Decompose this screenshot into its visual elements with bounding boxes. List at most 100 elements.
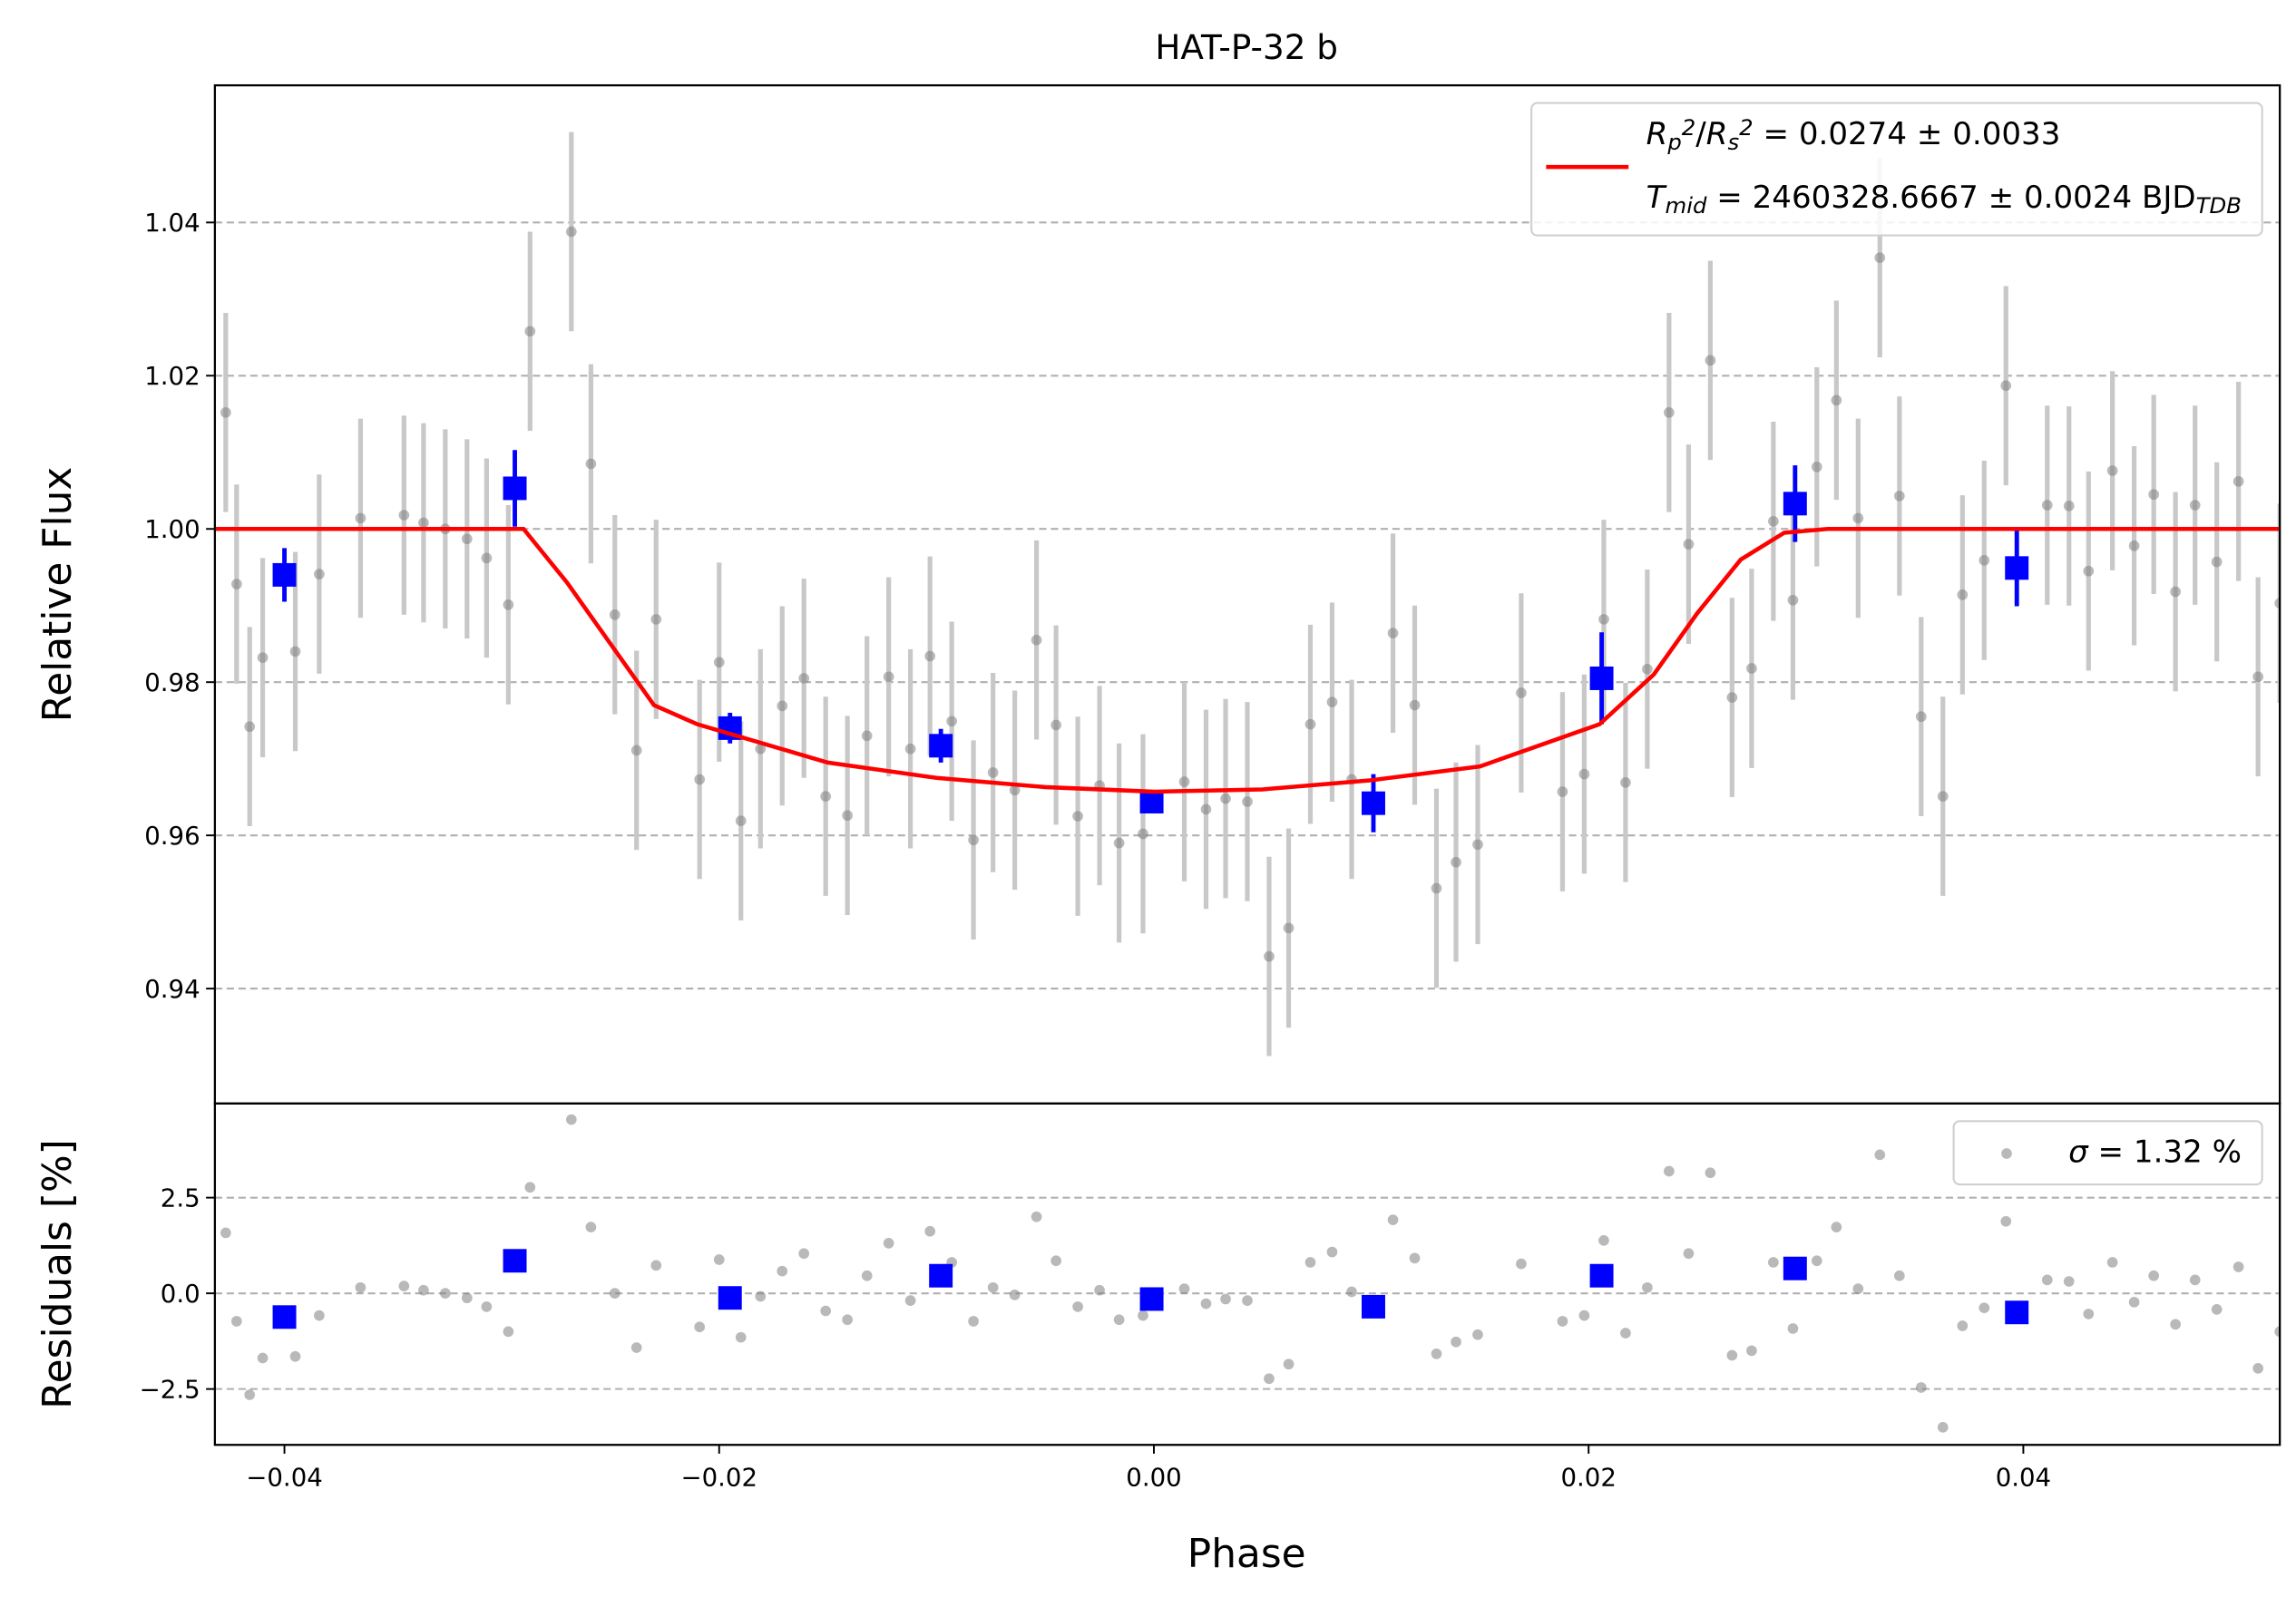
- data-point: [1242, 1295, 1253, 1306]
- binned-point: [2005, 1300, 2029, 1325]
- data-point: [1387, 1214, 1399, 1225]
- x-axis-label: Phase: [1187, 1531, 1306, 1577]
- data-point: [1937, 1421, 1949, 1433]
- data-point: [1852, 1283, 1864, 1294]
- data-point: [1472, 839, 1483, 851]
- legend-text: R: [1706, 116, 1728, 152]
- data-point: [1200, 803, 1212, 815]
- data-point: [2063, 1276, 2075, 1287]
- data-point: [904, 743, 916, 755]
- data-point: [1957, 1320, 1969, 1331]
- data-point: [968, 834, 979, 846]
- data-point: [650, 614, 662, 625]
- data-point: [1264, 1373, 1275, 1385]
- binned-point: [1139, 790, 1164, 813]
- data-point: [1050, 1255, 1062, 1267]
- data-point: [2148, 489, 2160, 501]
- data-point: [1811, 461, 1822, 472]
- data-point: [1915, 1382, 1927, 1393]
- legend-text: σ: [2068, 1134, 2089, 1171]
- data-point: [1138, 828, 1148, 840]
- data-point: [1113, 1314, 1125, 1326]
- data-point: [1831, 1222, 1842, 1232]
- data-point: [1978, 555, 1990, 566]
- data-point: [1787, 1323, 1799, 1334]
- data-point: [1852, 512, 1864, 524]
- axes-frame: [213, 1102, 2281, 1446]
- data-point: [2083, 565, 2095, 577]
- data-point: [1598, 614, 1609, 625]
- binned-point: [1783, 1256, 1807, 1281]
- data-point: [1768, 515, 1779, 527]
- data-point: [230, 579, 242, 589]
- data-point: [1893, 491, 1905, 501]
- data-point: [418, 517, 429, 529]
- data-point: [1009, 784, 1021, 796]
- legend-text: mid: [1666, 192, 1707, 219]
- data-point: [883, 1238, 894, 1249]
- legend-box: [1952, 1120, 2263, 1186]
- data-point: [1642, 1281, 1653, 1293]
- data-point: [1726, 692, 1738, 703]
- data-point: [609, 1288, 620, 1299]
- data-point: [630, 1342, 642, 1353]
- data-point: [1009, 1289, 1021, 1300]
- data-point: [2274, 1326, 2281, 1338]
- legend-text: 2: [1682, 114, 1695, 141]
- data-point: [987, 1281, 999, 1293]
- data-point: [220, 406, 231, 418]
- binned-point: [503, 1249, 527, 1273]
- data-point: [842, 1314, 853, 1326]
- legend-text: = 0.0274 ± 0.0033: [1754, 116, 2061, 152]
- plot-area: [214, 131, 2281, 1057]
- data-point: [1787, 594, 1799, 606]
- data-point: [1811, 1255, 1822, 1267]
- data-point: [1220, 793, 1231, 804]
- data-point: [735, 1331, 747, 1343]
- y-axis-label: Residuals [%]: [34, 1139, 81, 1409]
- data-point: [650, 1260, 662, 1271]
- data-point: [1578, 768, 1590, 780]
- data-point: [1387, 628, 1399, 638]
- data-point: [777, 700, 788, 712]
- data-point: [257, 652, 269, 664]
- data-point: [1178, 1283, 1190, 1294]
- data-point: [1874, 1149, 1886, 1161]
- data-point: [2000, 1215, 2012, 1227]
- data-point: [820, 791, 832, 802]
- data-point: [1200, 1298, 1212, 1310]
- data-point: [1409, 699, 1421, 711]
- data-point: [861, 1270, 873, 1281]
- data-point: [289, 646, 301, 657]
- data-point: [2170, 586, 2181, 598]
- data-point: [1326, 696, 1338, 708]
- data-point: [2128, 540, 2140, 551]
- data-point: [481, 1301, 493, 1312]
- data-point: [1431, 1348, 1442, 1359]
- data-point: [257, 1352, 269, 1364]
- legend-text: = 2460328.6667 ± 0.0024 BJD: [1706, 180, 2195, 216]
- data-point: [1304, 1257, 1316, 1268]
- data-point: [1664, 1165, 1675, 1177]
- legend-box: [1530, 102, 2263, 237]
- data-point: [1072, 1301, 1083, 1312]
- data-point: [1072, 811, 1083, 822]
- y-tick-label: 0.94: [144, 974, 200, 1004]
- data-point: [820, 1305, 832, 1317]
- data-point: [2148, 1270, 2160, 1281]
- data-point: [1683, 539, 1695, 550]
- data-point: [220, 1227, 231, 1239]
- y-axis-label: Relative Flux: [34, 467, 81, 723]
- y-tick-label: 0.98: [144, 667, 200, 697]
- data-point: [230, 1316, 242, 1327]
- data-point: [1893, 1270, 1905, 1281]
- data-point: [1620, 777, 1631, 788]
- chart-title: HAT-P-32 b: [1155, 27, 1338, 67]
- x-tick-label: 0.02: [1560, 1463, 1616, 1493]
- data-point: [798, 1248, 810, 1260]
- y-tick-label: 2.5: [161, 1183, 200, 1212]
- legend-text: 2: [1739, 114, 1753, 141]
- data-point: [1264, 950, 1275, 962]
- data-point: [2232, 1261, 2244, 1272]
